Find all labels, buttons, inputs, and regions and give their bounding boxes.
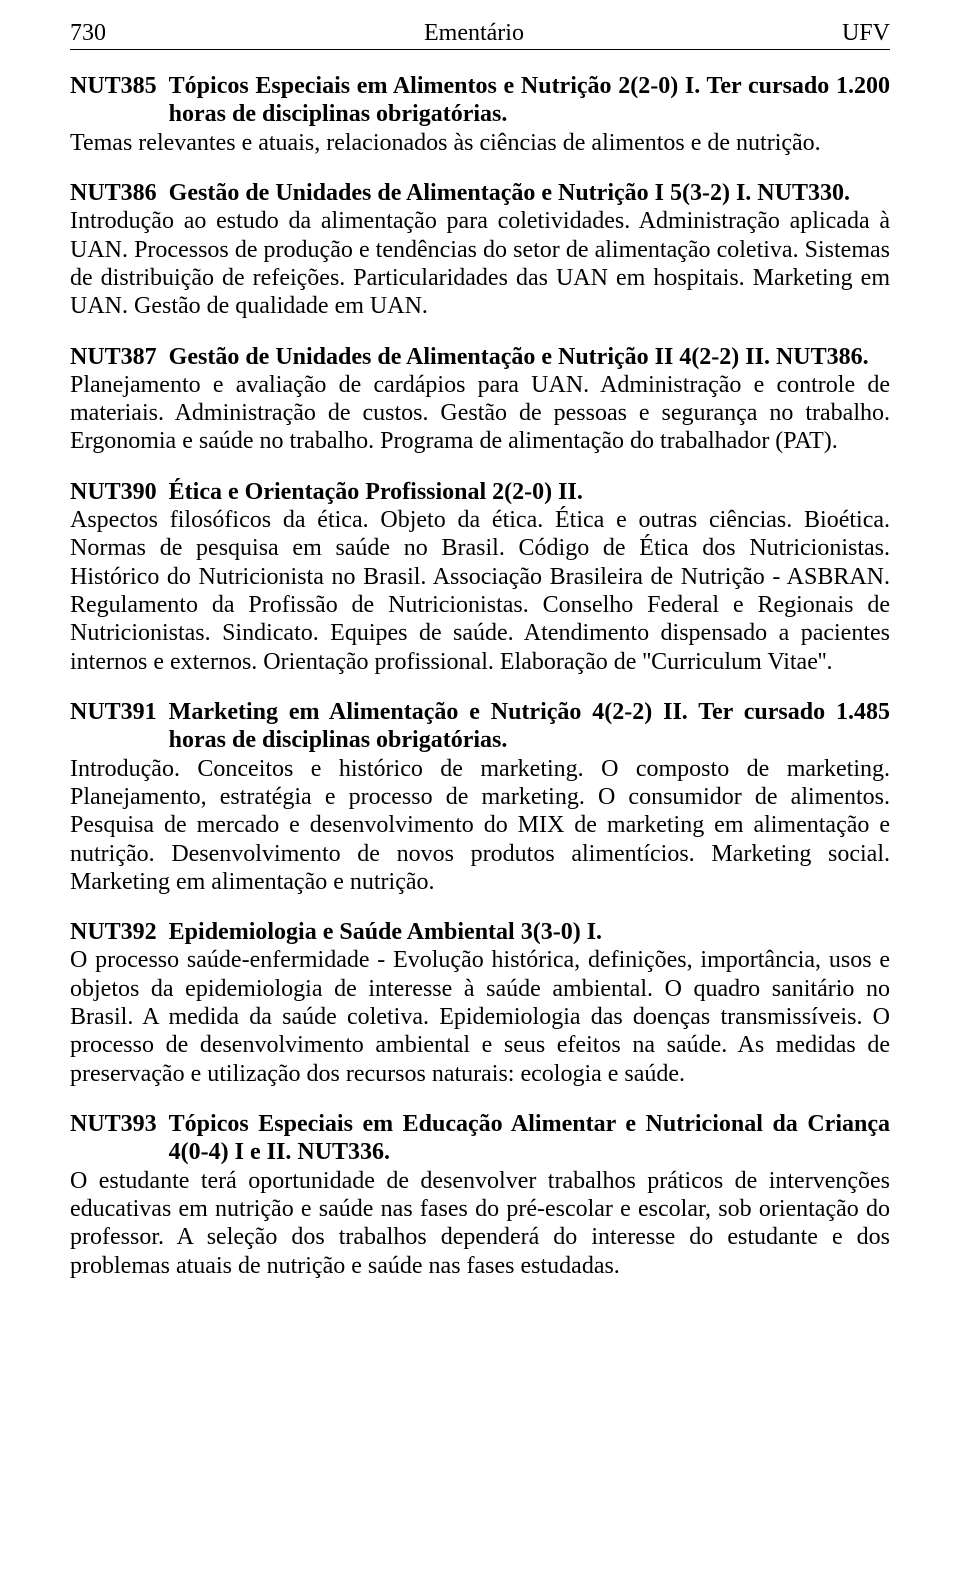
course-description: Introdução. Conceitos e histórico de mar… bbox=[70, 755, 890, 897]
course-name: Gestão de Unidades de Alimentação e Nutr… bbox=[169, 343, 890, 371]
course-code: NUT385 bbox=[70, 72, 169, 129]
course-name: Marketing em Alimentação e Nutrição 4(2-… bbox=[169, 698, 890, 755]
course-block: NUT390 Ética e Orientação Profissional 2… bbox=[70, 478, 890, 676]
course-name: Epidemiologia e Saúde Ambiental 3(3-0) I… bbox=[169, 918, 890, 946]
header-right: UFV bbox=[842, 20, 890, 47]
course-title: NUT391 Marketing em Alimentação e Nutriç… bbox=[70, 698, 890, 755]
course-name: Gestão de Unidades de Alimentação e Nutr… bbox=[169, 179, 890, 207]
course-code: NUT392 bbox=[70, 918, 169, 946]
course-block: NUT391 Marketing em Alimentação e Nutriç… bbox=[70, 698, 890, 896]
course-description: Aspectos filosóficos da ética. Objeto da… bbox=[70, 506, 890, 676]
course-name: Ética e Orientação Profissional 2(2-0) I… bbox=[169, 478, 890, 506]
course-title: NUT392 Epidemiologia e Saúde Ambiental 3… bbox=[70, 918, 890, 946]
course-block: NUT386 Gestão de Unidades de Alimentação… bbox=[70, 179, 890, 321]
course-title: NUT387 Gestão de Unidades de Alimentação… bbox=[70, 343, 890, 371]
page-number: 730 bbox=[70, 20, 106, 47]
course-block: NUT393 Tópicos Especiais em Educação Ali… bbox=[70, 1110, 890, 1280]
course-description: O estudante terá oportunidade de desenvo… bbox=[70, 1167, 890, 1280]
course-title: NUT386 Gestão de Unidades de Alimentação… bbox=[70, 179, 890, 207]
course-title: NUT393 Tópicos Especiais em Educação Ali… bbox=[70, 1110, 890, 1167]
course-code: NUT393 bbox=[70, 1110, 169, 1167]
course-name: Tópicos Especiais em Educação Alimentar … bbox=[169, 1110, 890, 1167]
course-block: NUT387 Gestão de Unidades de Alimentação… bbox=[70, 343, 890, 456]
document-page: 730 Ementário UFV NUT385 Tópicos Especia… bbox=[0, 0, 960, 1342]
course-description: Temas relevantes e atuais, relacionados … bbox=[70, 129, 890, 157]
course-title: NUT390 Ética e Orientação Profissional 2… bbox=[70, 478, 890, 506]
course-block: NUT392 Epidemiologia e Saúde Ambiental 3… bbox=[70, 918, 890, 1088]
page-header: 730 Ementário UFV bbox=[70, 20, 890, 50]
header-center: Ementário bbox=[424, 20, 524, 47]
course-code: NUT386 bbox=[70, 179, 169, 207]
course-code: NUT390 bbox=[70, 478, 169, 506]
course-description: Introdução ao estudo da alimentação para… bbox=[70, 207, 890, 320]
course-description: O processo saúde-enfermidade - Evolução … bbox=[70, 946, 890, 1088]
course-title: NUT385 Tópicos Especiais em Alimentos e … bbox=[70, 72, 890, 129]
course-description: Planejamento e avaliação de cardápios pa… bbox=[70, 371, 890, 456]
course-block: NUT385 Tópicos Especiais em Alimentos e … bbox=[70, 72, 890, 157]
course-name: Tópicos Especiais em Alimentos e Nutriçã… bbox=[169, 72, 890, 129]
course-code: NUT387 bbox=[70, 343, 169, 371]
course-code: NUT391 bbox=[70, 698, 169, 755]
